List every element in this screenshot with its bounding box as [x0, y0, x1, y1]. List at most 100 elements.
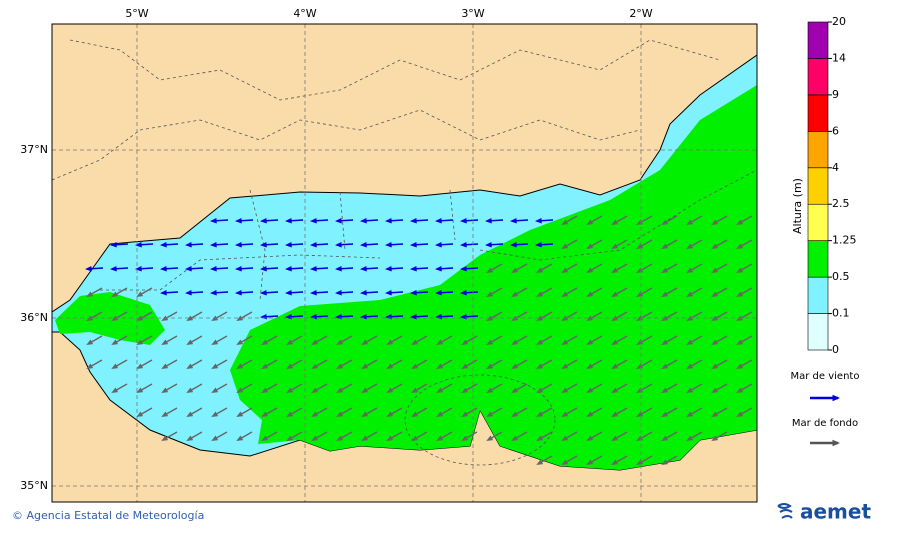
- arrow-head: [461, 435, 469, 441]
- arrow-head: [386, 339, 394, 345]
- arrow-head: [636, 315, 644, 321]
- arrow-head: [185, 289, 192, 296]
- lon-label: 5°W: [125, 7, 148, 20]
- arrow-head: [161, 363, 169, 369]
- arrow-head: [211, 363, 219, 369]
- arrow-head: [510, 241, 517, 248]
- arrow-head: [561, 267, 569, 273]
- arrow-head: [435, 265, 442, 272]
- arrow-head: [235, 217, 242, 224]
- arrow-head: [286, 339, 294, 345]
- arrow-head: [386, 435, 394, 441]
- arrow-head: [511, 435, 519, 441]
- arrow-head: [611, 267, 619, 273]
- arrow-head: [335, 217, 342, 224]
- arrow-head: [586, 387, 594, 393]
- arrow-head: [335, 289, 342, 296]
- arrow-head: [135, 241, 142, 248]
- arrow-head: [386, 411, 394, 417]
- arrow-head: [611, 291, 619, 297]
- arrow-head: [586, 339, 594, 345]
- arrow-head: [310, 289, 317, 296]
- colorbar-label: 20: [832, 15, 846, 28]
- arrow-head: [210, 265, 217, 272]
- arrow-head: [611, 363, 619, 369]
- arrow-head: [711, 291, 719, 297]
- arrow-head: [636, 363, 644, 369]
- arrow-head: [110, 265, 117, 272]
- arrow-head: [85, 265, 92, 272]
- arrow-head: [511, 411, 519, 417]
- arrow-head: [261, 363, 269, 369]
- arrow-head: [636, 435, 644, 441]
- arrow-head: [460, 289, 467, 296]
- swell-area: [55, 292, 165, 345]
- arrow-head: [311, 411, 319, 417]
- arrow-head: [111, 363, 119, 369]
- arrow-head: [436, 435, 444, 441]
- arrow-head: [286, 411, 294, 417]
- arrow-head: [686, 267, 694, 273]
- arrow-head: [511, 363, 519, 369]
- arrow-head: [611, 411, 619, 417]
- arrow-head: [736, 243, 744, 249]
- arrow-head: [832, 439, 840, 447]
- arrow-head: [211, 339, 219, 345]
- arrow-head: [586, 219, 594, 225]
- arrow-head: [486, 291, 494, 297]
- arrow-head: [361, 411, 369, 417]
- arrow-head: [611, 435, 619, 441]
- arrow-head: [661, 387, 669, 393]
- legend-label: Mar de fondo: [792, 418, 858, 429]
- arrow-head: [386, 363, 394, 369]
- arrow-head: [636, 387, 644, 393]
- arrow-head: [436, 363, 444, 369]
- arrow-head: [711, 387, 719, 393]
- arrow-head: [435, 217, 442, 224]
- arrow-head: [86, 291, 94, 297]
- colorbar-label: 1.25: [832, 234, 857, 247]
- colorbar-band: [807, 131, 829, 169]
- arrow-head: [561, 243, 569, 249]
- arrow-head: [661, 243, 669, 249]
- arrow-head: [511, 387, 519, 393]
- arrow-head: [260, 241, 267, 248]
- arrow-head: [661, 267, 669, 273]
- arrow-head: [611, 219, 619, 225]
- colorbar-label: 0.1: [832, 307, 850, 320]
- arrow-head: [161, 411, 169, 417]
- arrow-head: [561, 291, 569, 297]
- arrow-head: [711, 411, 719, 417]
- colorbar-label: 14: [832, 51, 846, 64]
- arrow-head: [186, 387, 194, 393]
- arrow-head: [486, 339, 494, 345]
- arrow-head: [361, 339, 369, 345]
- arrow-head: [186, 363, 194, 369]
- arrow-head: [686, 219, 694, 225]
- arrow-head: [136, 387, 144, 393]
- arrow-head: [486, 387, 494, 393]
- lon-label: 3°W: [461, 7, 484, 20]
- arrow-head: [360, 241, 367, 248]
- arrow-head: [611, 459, 619, 465]
- arrow-head: [160, 241, 167, 248]
- arrow-head: [360, 313, 367, 320]
- arrow-head: [736, 267, 744, 273]
- legend-label: Mar de viento: [791, 371, 860, 382]
- arrow-head: [335, 241, 342, 248]
- arrow-head: [385, 241, 392, 248]
- arrow-head: [411, 435, 419, 441]
- arrow-head: [636, 243, 644, 249]
- arrow-head: [536, 435, 544, 441]
- arrow-head: [736, 291, 744, 297]
- arrow-head: [311, 339, 319, 345]
- arrow-head: [360, 289, 367, 296]
- arrow-head: [686, 291, 694, 297]
- colorbar-band: [807, 94, 829, 132]
- colorbar: 0 0.1 0.5 1.25 2.5 4 6 9 14 20: [807, 15, 857, 356]
- arrow-head: [611, 387, 619, 393]
- arrow-head: [185, 241, 192, 248]
- arrow-head: [236, 387, 244, 393]
- arrow-head: [636, 339, 644, 345]
- arrows: [85, 215, 753, 465]
